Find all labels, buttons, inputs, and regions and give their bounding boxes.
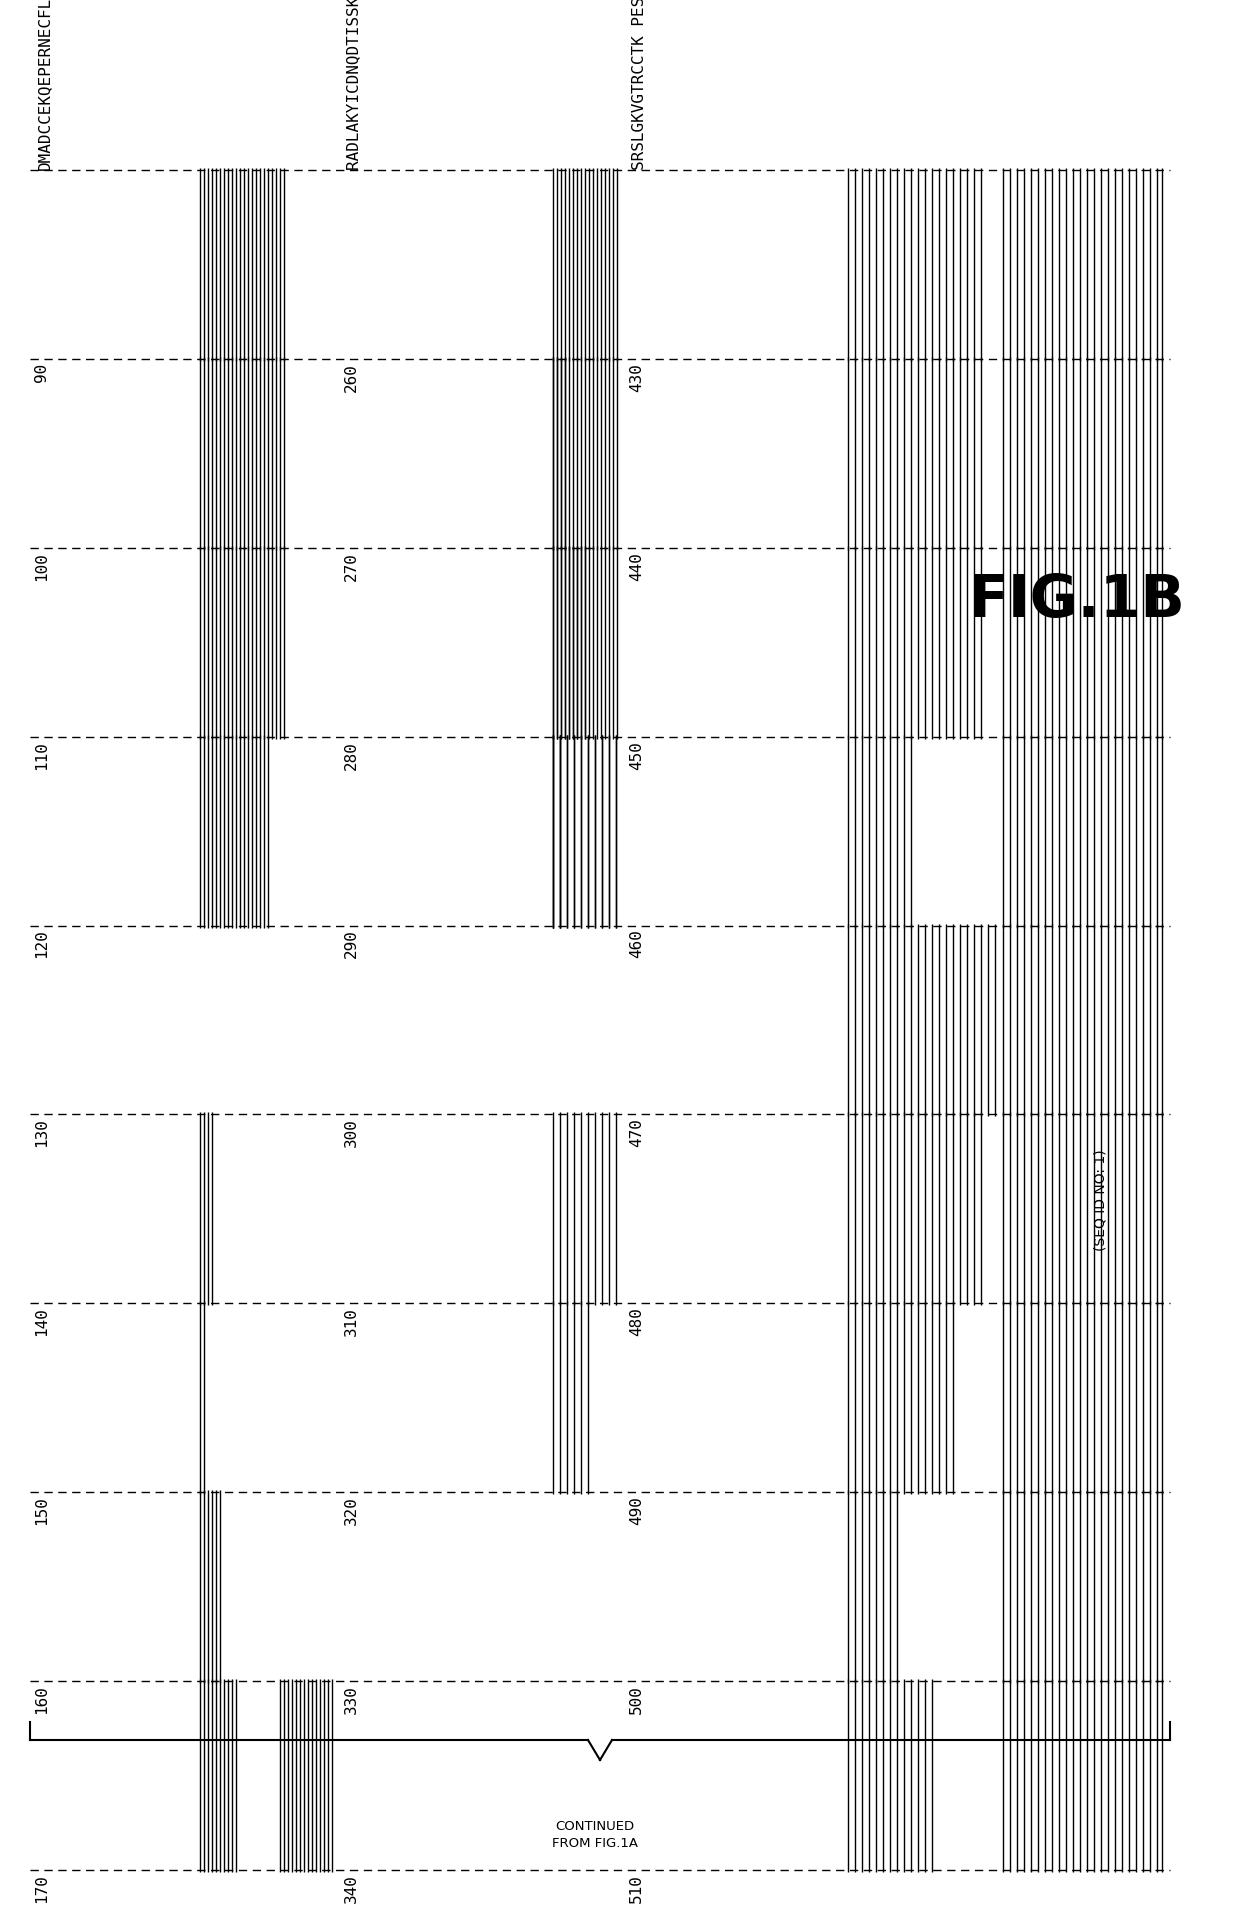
Text: 470: 470 bbox=[629, 1119, 644, 1148]
Text: 170: 170 bbox=[33, 1874, 50, 1903]
Text: (SEQ ID NO: 1): (SEQ ID NO: 1) bbox=[1092, 1150, 1107, 1250]
Text: 260: 260 bbox=[343, 363, 360, 392]
Text: 100: 100 bbox=[33, 551, 50, 580]
Text: 340: 340 bbox=[343, 1874, 360, 1903]
Text: SRSLGKVGTRCCTK PESERMPCTED YLSLILNRLCVLHEKTPVSEKVTKCCTESLVNRRPCFSALTPDETYVPKAFDE: SRSLGKVGTRCCTK PESERMPCTED YLSLILNRLCVLH… bbox=[631, 0, 646, 171]
Text: CONTINUED
FROM FIG.1A: CONTINUED FROM FIG.1A bbox=[552, 1820, 639, 1851]
Text: 330: 330 bbox=[343, 1686, 360, 1715]
Text: 450: 450 bbox=[629, 741, 644, 770]
Text: 290: 290 bbox=[343, 929, 360, 958]
Text: DMADCCEKQEPERNECFLSHKDDSPDLPKL: DMADCCEKQEPERNECFLSHKDDSPDLPKL bbox=[36, 0, 52, 171]
Text: 440: 440 bbox=[629, 551, 644, 580]
Text: 310: 310 bbox=[343, 1308, 360, 1336]
Text: 160: 160 bbox=[33, 1686, 50, 1715]
Text: 270: 270 bbox=[343, 551, 360, 580]
Text: 460: 460 bbox=[629, 929, 644, 958]
Text: 320: 320 bbox=[343, 1496, 360, 1524]
Text: 110: 110 bbox=[33, 741, 50, 770]
Text: 150: 150 bbox=[33, 1496, 50, 1524]
Text: 90: 90 bbox=[33, 363, 50, 382]
Text: 490: 490 bbox=[629, 1496, 644, 1524]
Text: RADLAKYICDNQDTISSKLKECCDKPLLEKSHCIAEVEKDAIPENLPPLLTADFAEDKDVCKNYQEAKDAFLGSFLYE Y: RADLAKYICDNQDTISSKLKECCDKPLLEKSHCIAEVEKD… bbox=[346, 0, 362, 171]
Text: 500: 500 bbox=[629, 1686, 644, 1715]
Text: 430: 430 bbox=[629, 363, 644, 392]
Text: 300: 300 bbox=[343, 1119, 360, 1148]
Text: 510: 510 bbox=[629, 1874, 644, 1903]
Text: 120: 120 bbox=[33, 929, 50, 958]
Text: 130: 130 bbox=[33, 1119, 50, 1148]
Text: 140: 140 bbox=[33, 1308, 50, 1336]
Text: FIG.1B: FIG.1B bbox=[968, 572, 1185, 628]
Text: 480: 480 bbox=[629, 1308, 644, 1336]
Text: 280: 280 bbox=[343, 741, 360, 770]
